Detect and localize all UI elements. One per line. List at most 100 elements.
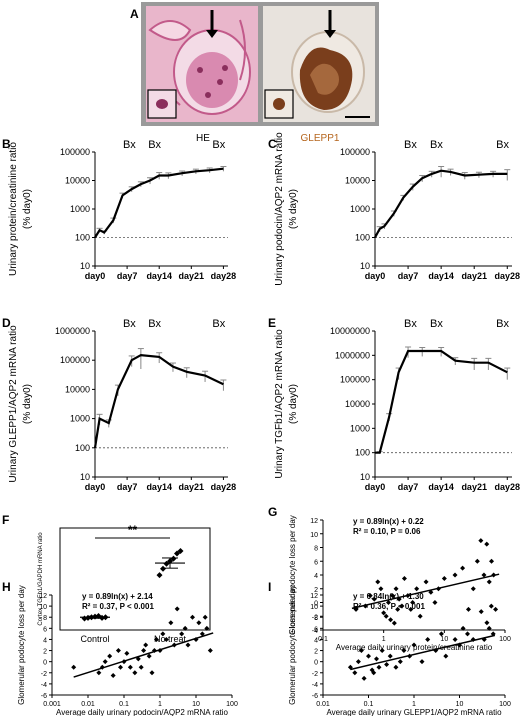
panel-b: B 10 100 1000 10000 100000 day0 day7 day14 day21 d… <box>2 137 236 281</box>
y-tick-label: 10 <box>310 604 318 611</box>
biopsy-annotation: Bx <box>148 318 161 330</box>
y-tick-label: 100 <box>75 233 90 243</box>
data-point <box>385 600 391 605</box>
data-point <box>438 631 444 637</box>
y-axis-label: Glomerular podocyte loss per day <box>288 585 297 705</box>
trendline <box>350 634 496 671</box>
y-tick-label: 8 <box>314 546 318 553</box>
data-point <box>484 620 490 626</box>
x-axis-label: Average daily urinary podocin/AQP2 mRNA … <box>56 708 228 716</box>
data-point <box>199 631 205 637</box>
x-tick-label: day14 <box>428 271 454 281</box>
y-tick-label: 10000 <box>345 399 370 409</box>
x-tick-label: 0.1 <box>364 701 374 708</box>
y-tick-label: -2 <box>41 671 47 678</box>
x-tick-label: day0 <box>365 271 386 281</box>
y-tick-label: 10 <box>80 261 90 271</box>
trendline <box>73 632 214 678</box>
data-point <box>367 593 373 599</box>
y-tick-label: -2 <box>312 614 318 621</box>
data-point <box>432 600 438 605</box>
y-tick-label: -6 <box>41 693 47 700</box>
y-tick-label: -4 <box>41 682 47 689</box>
x-tick-label: day7 <box>117 271 138 281</box>
data-point <box>419 659 425 665</box>
y-axis-label: Glomerular podocyte loss per day <box>17 585 26 705</box>
data-point <box>441 575 447 581</box>
data-point <box>478 538 484 544</box>
data-point <box>486 625 492 631</box>
data-point <box>177 547 184 554</box>
data-point <box>452 572 458 578</box>
data-point <box>399 603 405 609</box>
he-inset <box>147 89 177 119</box>
x-tick-label: day14 <box>428 482 454 492</box>
data-point <box>493 606 499 612</box>
panel-letter: E <box>268 316 276 330</box>
biopsy-annotation: Bx <box>430 318 443 330</box>
data-point <box>138 664 144 670</box>
biopsy-annotation: Bx <box>430 139 443 151</box>
x-tick-label: day14 <box>146 271 172 281</box>
y-axis-label: Urinary TGFb1/AQP2 mRNA ratio <box>274 329 285 479</box>
y-tick-label: 10000 <box>65 176 90 186</box>
data-point <box>170 555 177 562</box>
y-tick-label: 4 <box>314 637 318 644</box>
data-point <box>146 653 152 659</box>
data-point <box>107 653 113 659</box>
panel-letter: G <box>268 505 277 519</box>
biopsy-annotation: Bx <box>404 139 417 151</box>
data-point <box>474 558 480 564</box>
data-point <box>383 613 389 619</box>
y-axis-label: Urinary protein/creatinine ratio <box>8 142 19 276</box>
data-point <box>371 596 377 602</box>
fit-equation: y = 0.89ln(x) + 0.22 <box>353 517 424 526</box>
panel-e: E 10 100 1000 10000 100000 1000000 10000000 day0… <box>268 316 520 492</box>
fit-stats: R² = 0.37, P < 0.001 <box>82 602 154 611</box>
x-tick-label: 1 <box>382 636 386 643</box>
data-point <box>465 631 471 637</box>
y-tick-label: 1000000 <box>55 326 90 336</box>
y-tick-label: 0 <box>43 660 47 667</box>
data-point <box>470 586 476 592</box>
y-tick-label: 6 <box>43 626 47 633</box>
x-tick-label: 0.1 <box>119 701 129 708</box>
data-point <box>481 572 487 578</box>
data-point <box>96 670 102 676</box>
x-tick-label: 100 <box>226 701 238 708</box>
data-point <box>204 625 210 631</box>
data-point <box>174 606 180 612</box>
y-tick-label: 10 <box>310 532 318 539</box>
panel-a-letter: A <box>130 7 139 21</box>
y-tick-label: 100000 <box>340 375 370 385</box>
fit-stats: R² = 0.10, P = 0.06 <box>353 527 421 536</box>
data-point <box>163 636 169 642</box>
data-point <box>408 606 414 612</box>
y-tick-label: 2 <box>43 649 47 656</box>
data-point <box>397 659 403 665</box>
x-tick-label: day14 <box>146 482 172 492</box>
y-tick-label: 10 <box>360 472 370 482</box>
data-point <box>379 648 385 654</box>
y-tick-label: 100 <box>75 443 90 453</box>
category-label: No treat <box>154 634 187 644</box>
x-tick-label: 0.01 <box>81 701 95 708</box>
series-line <box>375 349 508 454</box>
y-tick-label: 10 <box>80 472 90 482</box>
panel-letter: I <box>268 580 271 594</box>
data-point <box>489 558 495 564</box>
panel-h: H -6 -4 -2 0 2 4 6 8 10 12 0.001 0.01 0.1 1 10 100 y = 0.… <box>2 580 238 716</box>
data-point <box>374 656 380 662</box>
data-point <box>393 586 399 592</box>
panel-a: A HE GLEPP1 <box>130 2 379 144</box>
y-tick-label: 10 <box>39 604 47 611</box>
trendline <box>351 573 500 610</box>
data-point <box>202 614 208 620</box>
biopsy-annotation: Bx <box>123 318 136 330</box>
y-tick-label: 8 <box>43 615 47 622</box>
y-axis-label: Cortex TGFb1/GAPDH mRNA ratio <box>38 532 44 626</box>
biopsy-annotation: Bx <box>148 139 161 151</box>
y-tick-label: 8 <box>314 615 318 622</box>
data-point <box>423 579 429 585</box>
